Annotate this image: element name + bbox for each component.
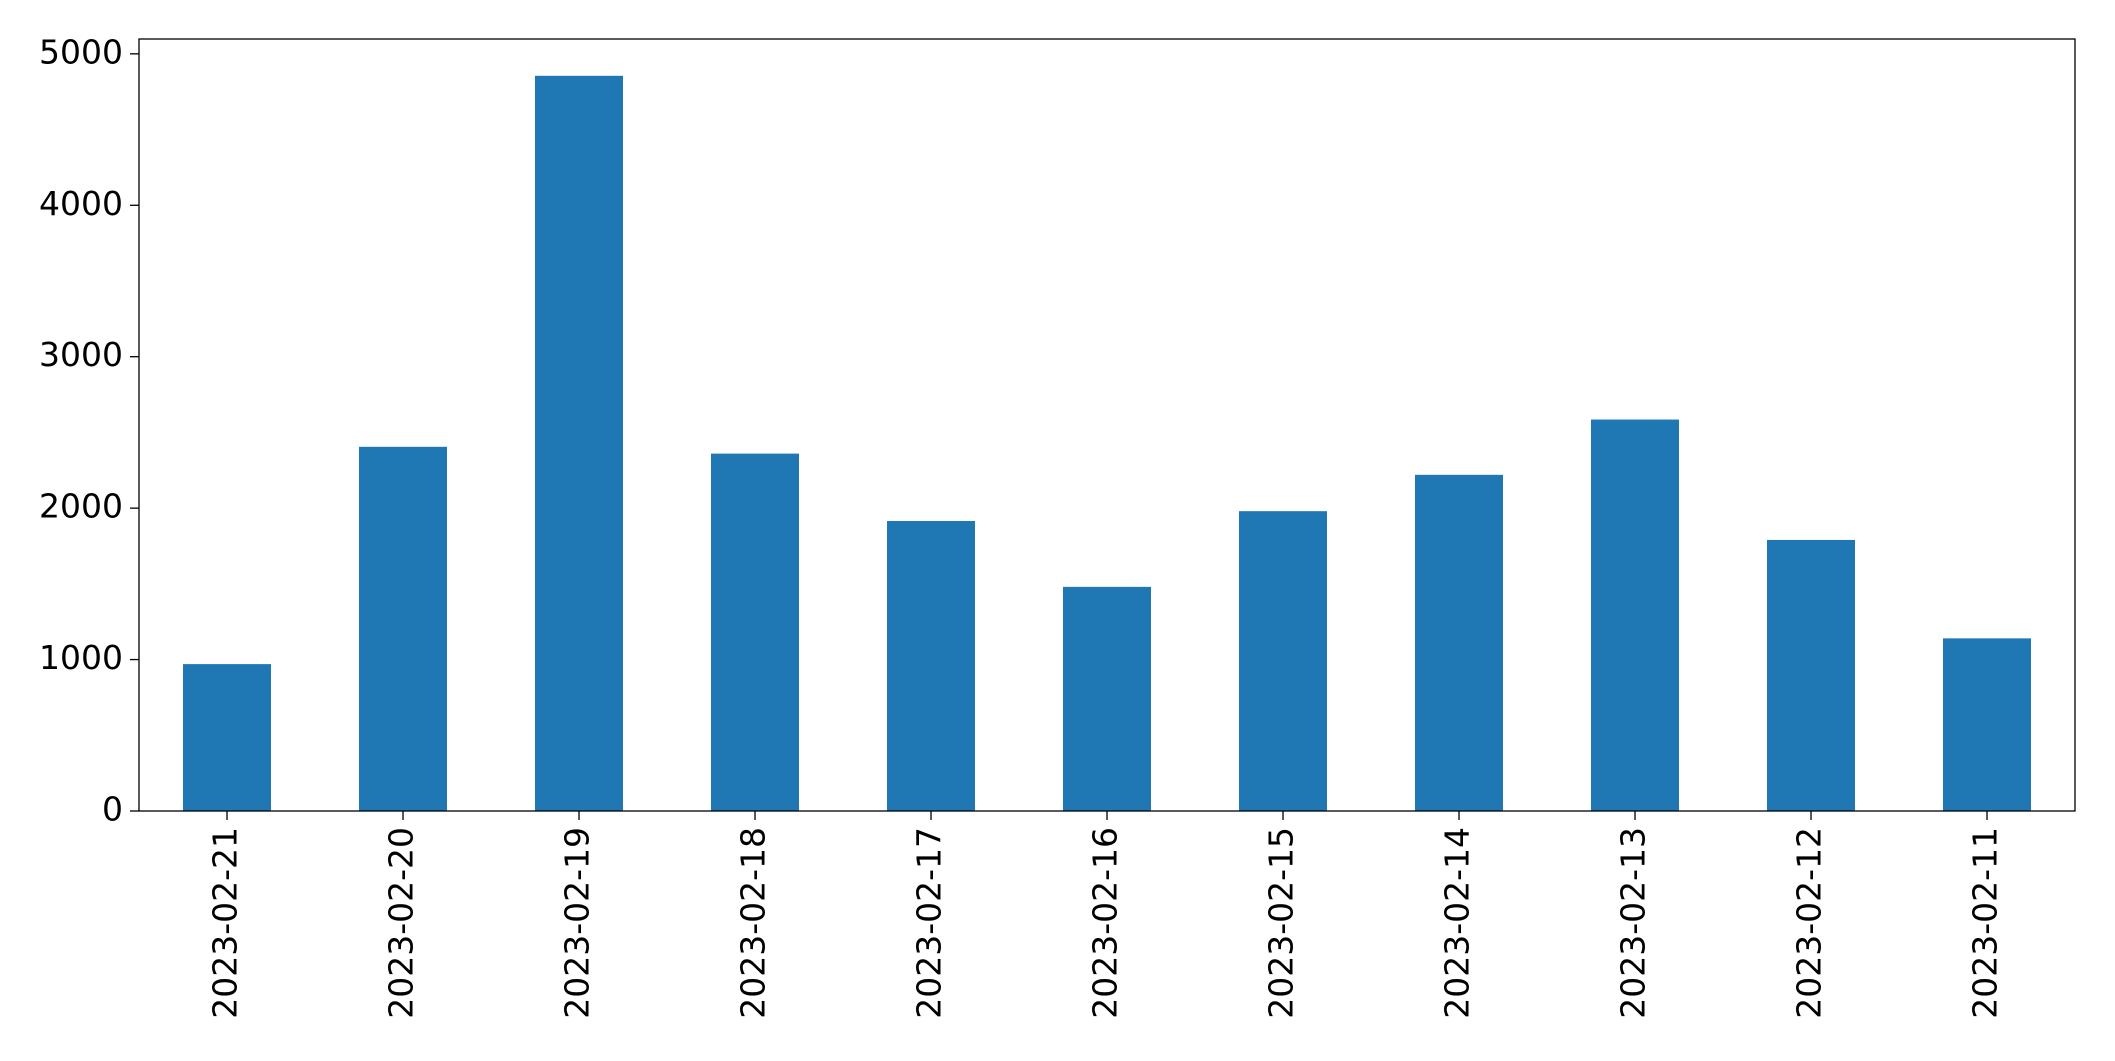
y-tick-label: 0 [102,790,123,829]
x-tick-label: 2023-02-15 [1262,827,1301,1019]
bar [535,75,623,811]
y-tick-label: 5000 [39,32,123,71]
x-tick-label: 2023-02-18 [734,827,773,1019]
bar [1239,511,1327,811]
bar [1943,638,2031,811]
y-tick-label: 1000 [39,638,123,677]
y-tick-label: 3000 [39,335,123,374]
bar [887,521,975,811]
plot-frame [138,38,2076,812]
x-tick-label: 2023-02-12 [1790,827,1829,1019]
x-tick-label: 2023-02-19 [558,827,597,1019]
y-tick-label: 4000 [39,184,123,223]
y-tick-label: 2000 [39,487,123,526]
bar [1591,419,1679,811]
x-tick-label: 2023-02-13 [1614,827,1653,1019]
bar [1063,586,1151,811]
bar [1415,474,1503,811]
bar [711,453,799,811]
x-tick-label: 2023-02-11 [1966,827,2005,1019]
bar [359,446,447,811]
bar [1767,539,1855,811]
x-tick-label: 2023-02-16 [1086,827,1125,1019]
bar [183,664,271,811]
x-tick-label: 2023-02-20 [382,827,421,1019]
x-tick-label: 2023-02-17 [910,827,949,1019]
x-tick-label: 2023-02-21 [206,827,245,1019]
x-tick-label: 2023-02-14 [1438,827,1477,1019]
